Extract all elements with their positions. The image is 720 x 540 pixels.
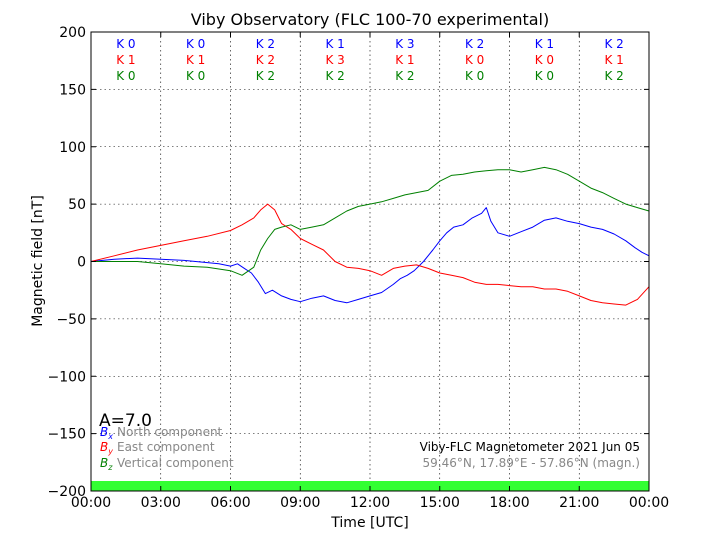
x-tick-label: 00:00 — [71, 495, 111, 511]
y-tick-label: 50 — [68, 197, 86, 213]
k-index-vertical: K 0 — [186, 69, 205, 83]
legend-label-north: North component — [117, 425, 223, 439]
k-index-vertical: K 0 — [465, 69, 484, 83]
legend-symbol: B — [100, 425, 108, 439]
x-tick-label: 09:00 — [280, 495, 320, 511]
k-index-north: K 2 — [465, 37, 484, 51]
y-tick-label: 200 — [59, 25, 86, 41]
k-index-north: K 2 — [604, 37, 623, 51]
k-index-north: K 3 — [395, 37, 414, 51]
k-index-labels: K 0 K 0 K 2 K 1 K 3 K 2 K 1 K 2 K 1 K 1 K 2 K 3 K 1 K… — [116, 37, 624, 83]
k-index-east: K 1 — [116, 53, 135, 67]
series-line-vertical — [91, 166, 650, 276]
legend-item-east: By East component — [100, 440, 215, 456]
legend-label-vertical: Vertical component — [117, 456, 234, 470]
series-line-north — [90, 207, 650, 304]
legend-item-north: Bx North component — [100, 425, 223, 441]
x-tick-label: 03:00 — [141, 495, 181, 511]
k-index-north: K 0 — [186, 37, 205, 51]
legend-symbol: B — [100, 440, 108, 454]
k-index-east: K 3 — [325, 53, 344, 67]
x-axis-label: Time [UTC] — [330, 515, 408, 531]
legend-subscript: z — [107, 463, 113, 472]
series-group — [90, 166, 650, 306]
y-tick-label: −100 — [48, 369, 86, 385]
a-index: A=7.0 — [99, 411, 152, 431]
y-tick-label: −200 — [48, 484, 86, 500]
y-axis-label: Magnetic field [nT] — [30, 195, 46, 327]
legend: Bx North component By East component Bz … — [100, 425, 234, 472]
legend-subscript: x — [107, 432, 113, 441]
svg-text:Bx: Bx — [100, 425, 113, 441]
y-tick-label: −50 — [56, 312, 86, 328]
k-index-north: K 1 — [535, 37, 554, 51]
x-tick-label: 12:00 — [350, 495, 390, 511]
info-line-2: 59.46°N, 17.89°E - 57.86°N (magn.) — [423, 456, 640, 470]
k-index-vertical: K 2 — [325, 69, 344, 83]
x-tick-label: 06:00 — [210, 495, 250, 511]
k-index-vertical: K 2 — [604, 69, 623, 83]
k-index-north: K 1 — [325, 37, 344, 51]
x-tick-label: 00:00 — [629, 495, 669, 511]
k-index-vertical: K 0 — [116, 69, 135, 83]
y-tick-label: 0 — [77, 255, 86, 271]
k-index-east: K 1 — [395, 53, 414, 67]
x-tick-label: 18:00 — [489, 495, 529, 511]
x-tick-label: 21:00 — [559, 495, 599, 511]
legend-item-vertical: Bz Vertical component — [100, 456, 234, 472]
k-index-vertical: K 0 — [535, 69, 554, 83]
k-index-east: K 2 — [256, 53, 275, 67]
svg-text:Bz: Bz — [100, 456, 113, 472]
y-tick-label: 150 — [59, 82, 86, 98]
k-index-vertical: K 2 — [395, 69, 414, 83]
grid-lines — [91, 32, 649, 491]
legend-symbol: B — [100, 456, 108, 470]
k-index-east: K 1 — [604, 53, 623, 67]
info-line-1: Viby-FLC Magnetometer 2021 Jun 05 — [420, 440, 640, 454]
y-tick-label: 100 — [59, 140, 86, 156]
axis-ticks: 00:00 03:00 06:00 09:00 12:00 15:00 18:00 21:00… — [48, 25, 670, 511]
k-index-east: K 1 — [186, 53, 205, 67]
legend-subscript: y — [107, 447, 113, 456]
y-tick-label: −150 — [48, 427, 86, 443]
k-index-north: K 2 — [256, 37, 275, 51]
legend-label-east: East component — [117, 440, 215, 454]
k-index-north: K 0 — [116, 37, 135, 51]
k-index-east: K 0 — [465, 53, 484, 67]
k-index-vertical: K 2 — [256, 69, 275, 83]
svg-text:By: By — [100, 440, 113, 456]
series-line-east — [90, 203, 650, 306]
x-tick-label: 15:00 — [420, 495, 460, 511]
chart-title: Viby Observatory (FLC 100-70 experimenta… — [191, 10, 550, 29]
k-index-east: K 0 — [535, 53, 554, 67]
